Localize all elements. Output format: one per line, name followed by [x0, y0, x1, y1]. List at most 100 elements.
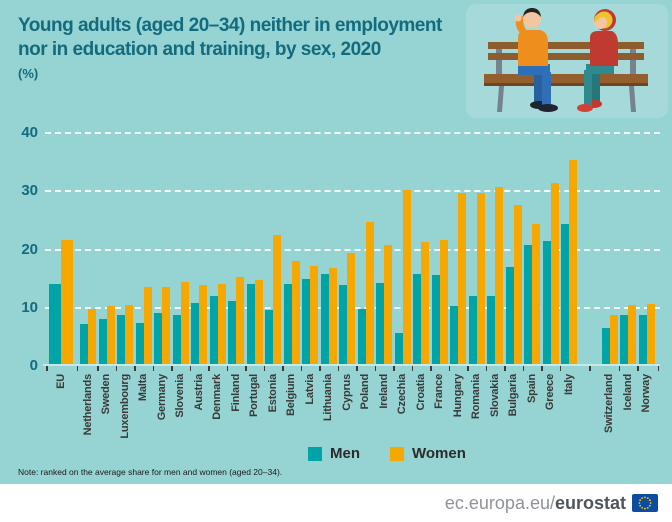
- bar-women-norway: [646, 304, 655, 364]
- man-figure: [514, 8, 558, 112]
- bar-men-ireland: [376, 283, 384, 364]
- axis-tick: [46, 366, 48, 371]
- bar-men-denmark: [209, 296, 218, 364]
- legend-label-men: Men: [330, 445, 360, 462]
- bar-men-belgium: [283, 283, 292, 364]
- bar-men-sweden: [98, 318, 107, 364]
- bar-men-france: [431, 274, 440, 364]
- x-label-germany: Germany: [155, 374, 168, 421]
- axis-tick: [76, 366, 78, 371]
- bar-men-romania: [468, 295, 477, 364]
- bar-men-finland: [228, 300, 236, 364]
- x-label-denmark: Denmark: [211, 374, 223, 420]
- y-tick-label-30: 30: [21, 182, 38, 200]
- bar-men-norway: [638, 314, 647, 364]
- bar-women-switzerland: [609, 315, 618, 364]
- bar-women-estonia: [273, 234, 281, 364]
- gridline-40: [45, 132, 660, 134]
- url-eurostat-bold: eurostat: [554, 492, 626, 513]
- bar-men-cyprus: [339, 285, 347, 364]
- url-prefix: ec.europa.eu/: [444, 492, 555, 513]
- bar-women-germany: [162, 286, 170, 364]
- bar-men-luxembourg: [117, 314, 125, 364]
- x-label-poland: Poland: [359, 374, 371, 410]
- axis-tick: [208, 366, 210, 371]
- bar-women-latvia: [310, 265, 318, 364]
- x-label-greece: Greece: [544, 374, 556, 411]
- x-label-eu: EU: [54, 374, 67, 389]
- x-label-cyprus: Cyprus: [340, 374, 353, 411]
- bar-men-germany: [154, 313, 162, 364]
- bar-women-bulgaria: [513, 204, 522, 364]
- bar-men-portugal: [246, 284, 255, 364]
- eurostat-url: ec.europa.eu/eurostat: [445, 493, 626, 514]
- axis-tick: [115, 366, 118, 371]
- legend-label-women: Women: [412, 445, 466, 462]
- axis-tick: [504, 366, 506, 371]
- bar-women-denmark: [217, 283, 226, 364]
- axis-tick: [589, 366, 591, 371]
- bar-women-slovenia: [180, 282, 189, 364]
- bar-men-bulgaria: [505, 267, 514, 364]
- axis-tick: [467, 366, 469, 371]
- x-label-estonia: Estonia: [266, 374, 279, 413]
- x-label-ireland: Ireland: [377, 374, 390, 409]
- bar-women-spain: [532, 224, 540, 364]
- bar-women-portugal: [254, 280, 263, 364]
- axis-tick: [134, 366, 136, 371]
- bar-women-poland: [365, 222, 374, 364]
- axis-tick: [430, 366, 432, 371]
- bar-women-belgium: [291, 260, 300, 364]
- x-label-austria: Austria: [192, 374, 205, 411]
- x-label-finland: Finland: [229, 374, 242, 412]
- bar-women-luxembourg: [125, 305, 133, 364]
- axis-tick: [485, 366, 488, 371]
- page-title-line-1: Young adults (aged 20–34) neither in emp…: [18, 15, 442, 36]
- bar-women-eu: [61, 239, 73, 364]
- bar-men-hungary: [450, 306, 458, 364]
- bar-women-slovakia: [495, 186, 503, 364]
- bench: [484, 42, 648, 112]
- x-label-slovakia: Slovakia: [488, 374, 501, 418]
- bar-women-cyprus: [347, 252, 355, 364]
- bar-men-netherlands: [80, 324, 88, 364]
- bar-women-malta: [143, 286, 152, 364]
- x-label-luxembourg: Luxembourg: [118, 374, 131, 439]
- axis-tick: [657, 366, 660, 371]
- bar-men-croatia: [413, 273, 421, 364]
- axis-tick: [337, 366, 340, 371]
- x-label-hungary: Hungary: [451, 374, 464, 418]
- axis-tick: [411, 366, 414, 371]
- bar-women-italy: [569, 160, 577, 364]
- x-label-italy: Italy: [562, 374, 575, 396]
- x-axis-line: [43, 364, 660, 366]
- bar-men-switzerland: [601, 328, 610, 364]
- bar-women-greece: [550, 183, 559, 364]
- axis-tick: [263, 366, 266, 371]
- page-title-line-2: nor in education and training, by sex, 2…: [18, 38, 381, 60]
- x-label-slovenia: Slovenia: [174, 374, 186, 418]
- legend-item-men: Men: [308, 445, 360, 462]
- y-tick-label-20: 20: [21, 240, 38, 258]
- x-label-portugal: Portugal: [248, 374, 260, 418]
- bar-women-netherlands: [88, 308, 96, 364]
- bar-women-france: [439, 239, 448, 364]
- x-label-bulgaria: Bulgaria: [507, 374, 519, 417]
- bar-women-ireland: [384, 245, 392, 364]
- bar-women-croatia: [421, 242, 429, 364]
- x-label-spain: Spain: [525, 374, 538, 403]
- bar-women-czechia: [402, 189, 411, 364]
- bar-men-slovenia: [172, 314, 181, 364]
- bar-men-estonia: [265, 309, 273, 364]
- axis-tick: [559, 366, 562, 371]
- x-label-lithuania: Lithuania: [322, 374, 334, 422]
- bar-women-hungary: [458, 193, 466, 364]
- unit-label: (%): [18, 65, 39, 81]
- footer-bar: ec.europa.eu/eurostat: [0, 484, 672, 522]
- bench-people-illustration: [466, 4, 668, 118]
- bar-women-sweden: [106, 306, 115, 364]
- gridline-30: [45, 190, 660, 193]
- axis-tick: [374, 366, 377, 371]
- bar-men-slovakia: [487, 296, 495, 364]
